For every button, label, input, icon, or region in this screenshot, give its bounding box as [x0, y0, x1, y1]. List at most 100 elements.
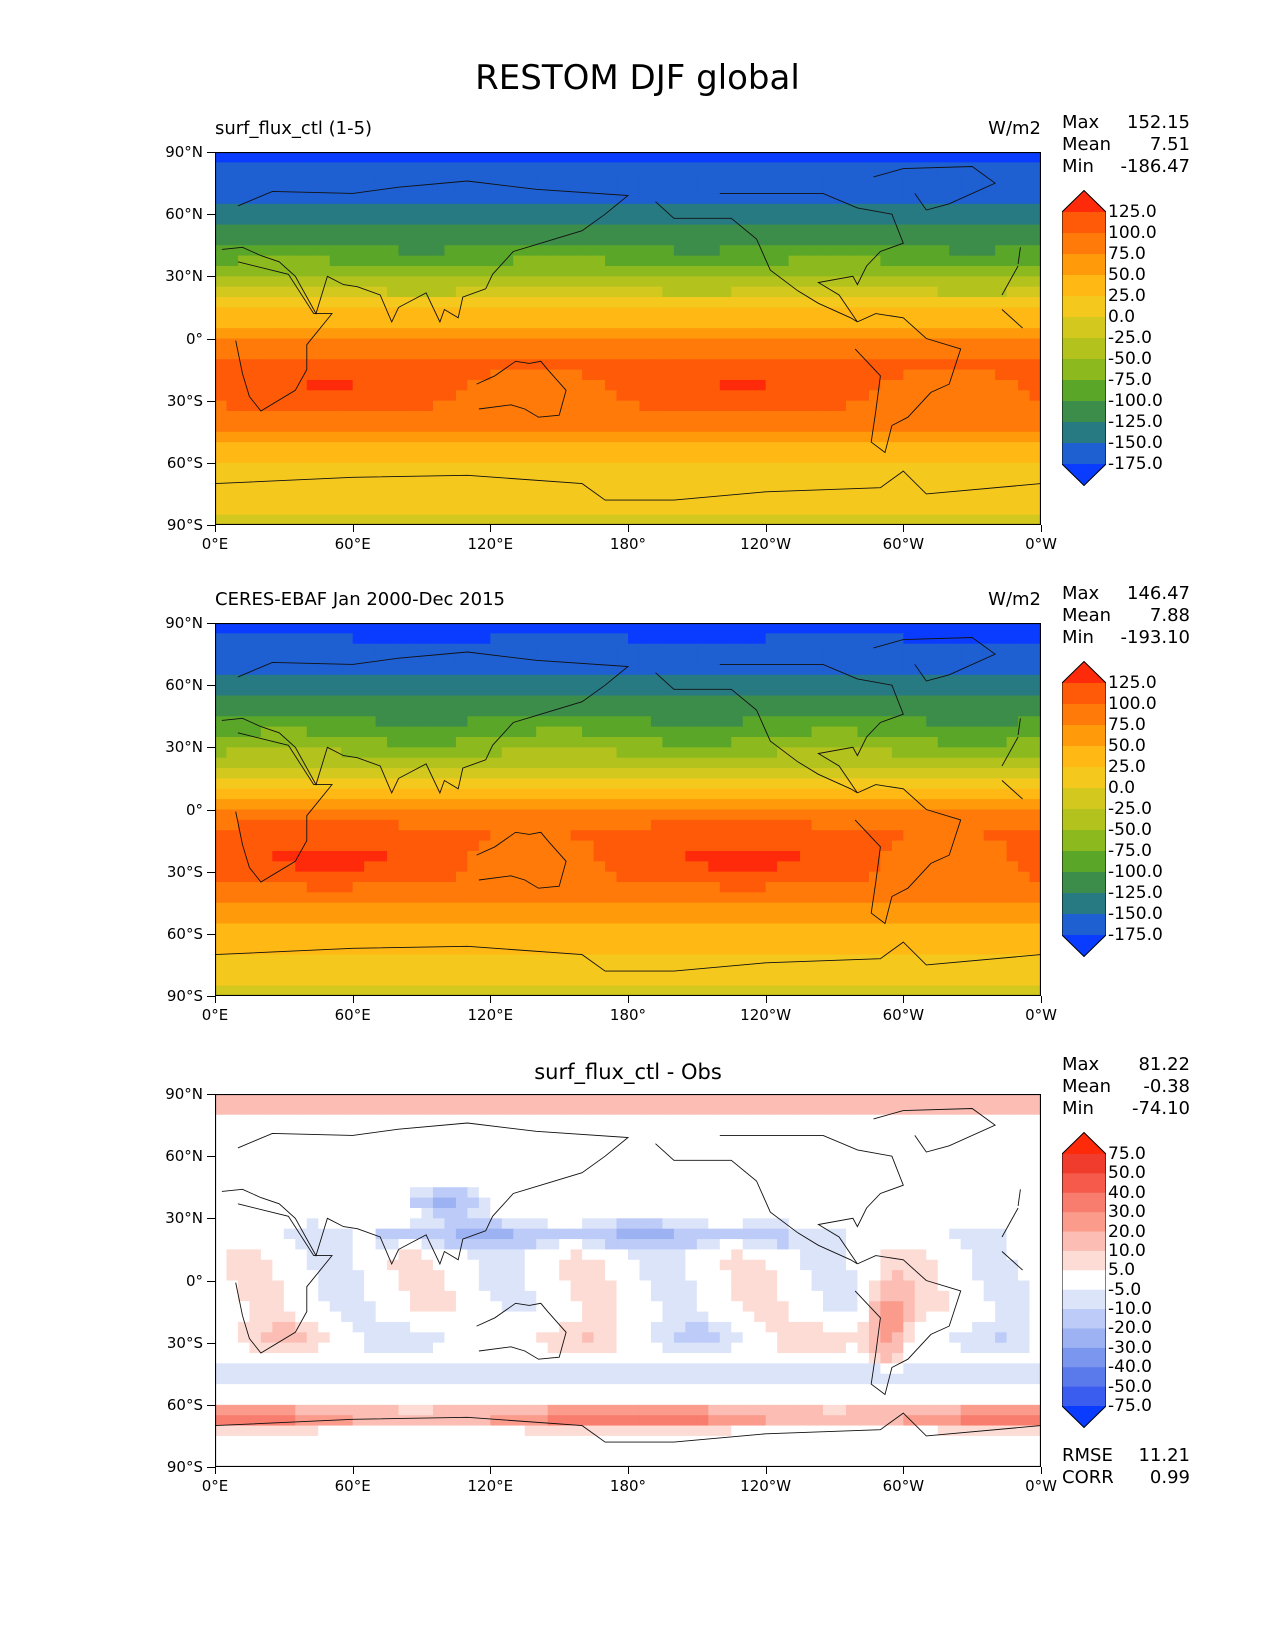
field-cell [536, 265, 549, 277]
field-cell [731, 923, 744, 935]
field-cell [811, 400, 824, 412]
field-cell [868, 245, 881, 257]
field-cell [524, 442, 537, 454]
field-cell [478, 224, 491, 236]
field-cell [536, 297, 549, 309]
field-cell [983, 421, 996, 433]
field-cell [249, 799, 262, 811]
field-cell [387, 307, 400, 319]
field-cell [387, 348, 400, 360]
field-cell [719, 850, 732, 862]
field-cell [696, 819, 709, 831]
field-cell [582, 338, 595, 350]
field-cell [501, 172, 514, 184]
colorbar-extend-min [1062, 464, 1106, 486]
field-cell [260, 245, 273, 257]
field-cell [295, 265, 308, 277]
field-cell [696, 923, 709, 935]
field-cell [800, 265, 813, 277]
field-cell [972, 400, 985, 412]
field-cell [524, 892, 537, 904]
field-cell [754, 317, 767, 329]
field-cell [444, 850, 457, 862]
field-cell [570, 861, 583, 873]
field-cell [364, 674, 377, 686]
field-cell [249, 788, 262, 800]
field-cell [823, 193, 836, 205]
field-cell [845, 840, 859, 852]
field-cell [547, 359, 560, 371]
field-cell [903, 162, 916, 174]
field-cell [914, 286, 927, 298]
field-cell [237, 245, 251, 257]
field-cell [306, 747, 319, 759]
field-cell [570, 685, 583, 697]
field-cell [628, 757, 641, 769]
colorbar-segment [1062, 380, 1106, 402]
field-cell [891, 944, 904, 956]
field-cell [364, 882, 377, 893]
field-cell [891, 514, 904, 525]
field-cell [547, 788, 560, 800]
field-cell [513, 882, 526, 893]
field-cell [364, 162, 377, 174]
field-cell [903, 265, 916, 277]
field-cell [570, 317, 583, 329]
field-cell [605, 400, 618, 412]
field-cell [260, 654, 273, 666]
field-cell [765, 317, 778, 329]
field-cell [834, 442, 847, 454]
field-cell [834, 871, 847, 883]
field-cell [685, 193, 698, 205]
field-cell [421, 462, 434, 474]
field-cell [536, 369, 549, 381]
field-cell [432, 695, 446, 707]
field-cell [582, 504, 595, 516]
field-cell [811, 172, 824, 184]
field-cell [570, 674, 583, 686]
field-cell [306, 193, 319, 205]
field-cell [605, 286, 618, 298]
field-cell [1029, 172, 1041, 184]
field-cell [949, 799, 962, 811]
field-cell [605, 757, 618, 769]
y-tick-label: 0° [185, 329, 203, 348]
field-cell [719, 400, 732, 412]
field-cell [754, 850, 767, 862]
field-cell [937, 623, 950, 634]
field-cell [559, 809, 572, 821]
field-cell [410, 840, 423, 852]
field-cell [582, 643, 595, 655]
field-cell [341, 840, 354, 852]
field-cell [444, 819, 457, 831]
field-cell [983, 379, 996, 391]
stat-mean: 7.51 [1149, 134, 1190, 155]
field-cell [742, 913, 755, 925]
field-cell [237, 369, 251, 381]
field-cell [398, 850, 411, 862]
field-cell [375, 255, 388, 267]
field-cell [398, 716, 411, 728]
field-cell [662, 483, 675, 495]
field-cell [880, 861, 893, 873]
field-cell [272, 788, 285, 800]
field-cell [937, 297, 950, 309]
field-cell [765, 162, 778, 174]
field-cell [937, 276, 950, 288]
field-cell [593, 203, 606, 215]
field-cell [857, 664, 870, 676]
field-cell [306, 716, 319, 728]
field-cell [364, 431, 377, 443]
field-cell [891, 799, 904, 811]
field-cell [628, 830, 641, 842]
field-cell [455, 224, 468, 236]
field-cell [983, 861, 996, 873]
field-cell [249, 172, 262, 184]
field-cell [501, 203, 514, 215]
field-cell [754, 819, 767, 831]
field-cell [845, 183, 859, 195]
field-cell [777, 654, 790, 666]
field-cell [719, 328, 732, 340]
field-cell [650, 203, 664, 215]
field-cell [937, 819, 950, 831]
